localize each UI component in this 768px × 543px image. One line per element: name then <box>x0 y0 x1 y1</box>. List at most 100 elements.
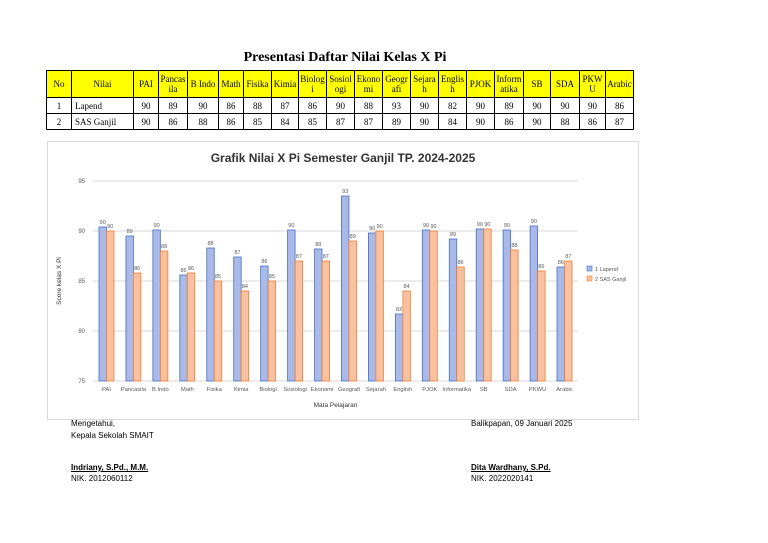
grades-table: No Nilai PAI Pancas ila B Indo Math Fisika Kimi… <box>46 70 634 130</box>
data-label: 87 <box>323 254 329 260</box>
data-label: 86 <box>134 266 140 272</box>
table-cell: 90 <box>523 113 551 130</box>
data-label: 90 <box>100 220 106 226</box>
table-header-cell: SB <box>523 70 551 98</box>
table-cell: 84 <box>271 113 299 130</box>
bar <box>483 228 492 382</box>
data-label: 90 <box>154 223 160 229</box>
table-cell: 85 <box>298 113 327 130</box>
legend-swatch <box>586 265 593 272</box>
data-label: 90 <box>288 223 294 229</box>
table-cell: 2 <box>46 113 72 130</box>
x-tick-label: Math <box>181 387 194 393</box>
chart-area: Grafik Nilai X Pi Semester Ganjil TP. 20… <box>47 141 639 420</box>
x-tick-label: SDA <box>505 387 517 393</box>
bar <box>240 290 250 382</box>
data-label: 86 <box>457 260 463 266</box>
bar <box>287 229 296 382</box>
bar <box>502 229 512 382</box>
data-label: 90 <box>430 224 436 230</box>
table-header-cell: Ekono mi <box>354 70 383 98</box>
table-cell: 89 <box>494 97 524 114</box>
bar <box>206 247 215 382</box>
table-cell: 93 <box>382 97 411 114</box>
data-label: 90 <box>504 223 510 229</box>
x-tick-label: Sosiologi <box>283 387 307 393</box>
data-label: 88 <box>207 241 213 247</box>
place-date: Balikpapan, 09 Januari 2025 <box>471 419 573 428</box>
teacher-name: Dita Wardhany, S.Pd. <box>471 463 551 472</box>
bar <box>152 229 161 382</box>
bar <box>98 226 107 382</box>
table-cell: 90 <box>466 113 495 130</box>
bar <box>556 266 565 382</box>
bar <box>394 313 404 382</box>
table-header-cell: Sosiol ogi <box>326 70 355 98</box>
x-tick-label: Geografi <box>338 387 360 393</box>
data-label: 88 <box>161 244 167 250</box>
bar <box>564 260 573 382</box>
table-header-cell: Englis h <box>438 70 467 98</box>
legend-swatch <box>586 275 593 282</box>
data-label: 86 <box>180 268 186 274</box>
data-label: 84 <box>242 284 248 290</box>
data-label: 86 <box>188 266 194 272</box>
bar <box>267 280 277 382</box>
table-cell: Lapend <box>71 97 134 114</box>
table-header-cell: SDA <box>550 70 580 98</box>
table-cell: 86 <box>298 97 327 114</box>
principal-nik: NIK. 2012060112 <box>71 474 133 483</box>
table-header-cell: Geogr afi <box>382 70 411 98</box>
table-header-cell: B Indo <box>187 70 219 98</box>
bar <box>159 250 169 382</box>
x-tick-label: Kimia <box>234 387 249 393</box>
table-cell: 86 <box>218 97 244 114</box>
data-label: 86 <box>558 260 564 266</box>
data-label: 89 <box>350 234 356 240</box>
data-label: 90 <box>377 224 383 230</box>
bar <box>537 270 546 382</box>
bar <box>314 248 323 382</box>
y-tick-label: 85 <box>78 279 85 285</box>
table-header-cell: Nilai <box>71 70 134 98</box>
bar <box>294 260 303 382</box>
y-tick-label: 95 <box>78 179 85 185</box>
table-header-cell: Math <box>218 70 244 98</box>
data-label: 90 <box>107 224 113 230</box>
data-label: 85 <box>215 274 221 280</box>
bar <box>213 280 223 382</box>
bar <box>368 232 377 382</box>
data-label: 89 <box>127 229 133 235</box>
x-axis-label: Mata Pelajaran <box>314 402 358 409</box>
table-header-cell: Sejara h <box>410 70 439 98</box>
data-label: 82 <box>396 307 402 313</box>
x-tick-label: B Indo <box>152 387 169 393</box>
x-tick-label: Informatika <box>442 387 471 393</box>
table-cell: 87 <box>605 113 634 130</box>
table-cell: 86 <box>158 113 188 130</box>
data-label: 85 <box>269 274 275 280</box>
x-tick-label: Biologi <box>259 387 276 393</box>
bar <box>375 230 384 382</box>
table-cell: 85 <box>243 113 272 130</box>
teacher-nik: NIK. 2022020141 <box>471 474 534 483</box>
table-cell: 88 <box>550 113 580 130</box>
data-label: 88 <box>315 242 321 248</box>
bar <box>529 225 538 382</box>
y-tick-label: 75 <box>78 379 85 385</box>
table-cell: 89 <box>158 97 188 114</box>
acknowledged-label: Mengetahui, <box>71 419 116 428</box>
table-cell: 90 <box>523 97 551 114</box>
data-label: 87 <box>234 250 240 256</box>
bar-chart: 75 80 85 90 95 Score kelas X Pi Mata Pelajaran… <box>56 179 626 409</box>
bar <box>402 290 411 382</box>
table-cell: 90 <box>133 97 159 114</box>
bar <box>321 260 330 382</box>
y-axis-label: Score kelas X Pi <box>56 257 63 305</box>
data-label: 88 <box>511 243 517 249</box>
x-tick-label: Fisika <box>207 387 223 393</box>
table-cell: 87 <box>271 97 299 114</box>
data-label: 90 <box>423 223 429 229</box>
table-header-cell: PAI <box>133 70 159 98</box>
data-label: 90 <box>477 222 483 228</box>
